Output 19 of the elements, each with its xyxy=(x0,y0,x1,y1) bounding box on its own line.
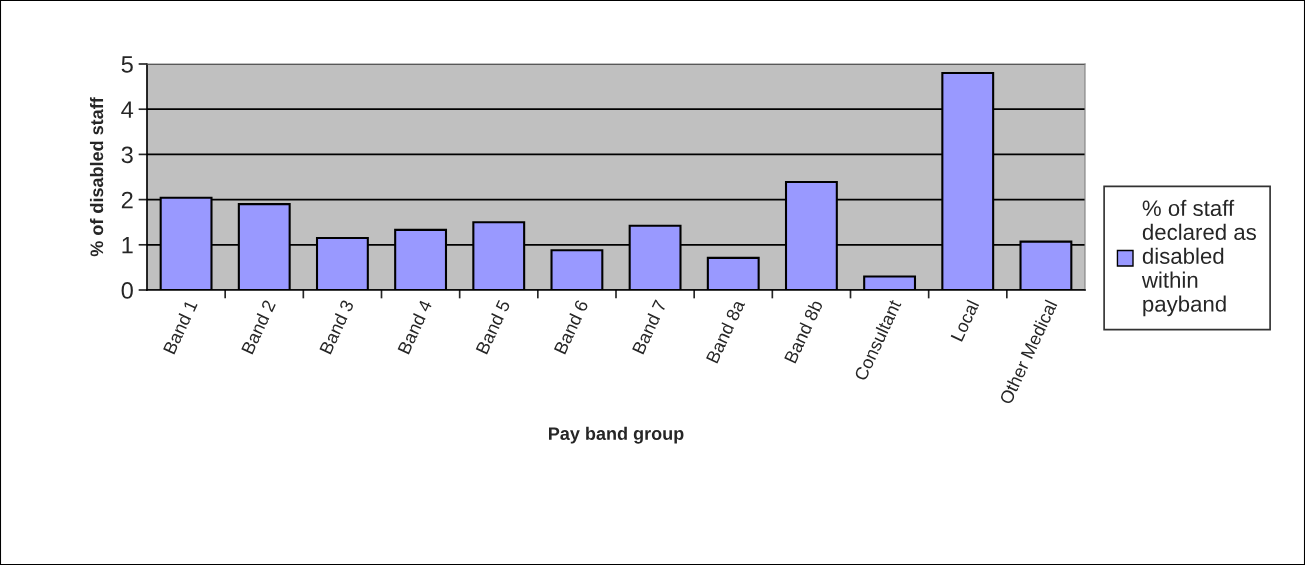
x-tick-label: Band 4 xyxy=(397,298,433,355)
y-tick-label: 3 xyxy=(121,146,133,164)
x-tick-label: Local xyxy=(950,299,980,342)
y-tick-label: 1 xyxy=(122,237,133,254)
y-tick-label: 5 xyxy=(121,56,133,73)
y-tick-label: 2 xyxy=(121,191,133,209)
y-tick-label: 4 xyxy=(121,101,134,118)
y-axis-title: % of disabled staff xyxy=(89,97,104,257)
x-tick-label: Band 6 xyxy=(553,299,589,355)
x-tick-label: Band 8b xyxy=(783,299,824,364)
x-tick-label: Band 5 xyxy=(475,299,511,355)
x-tick-label: Band 7 xyxy=(631,299,667,355)
x-tick-label: Band 2 xyxy=(240,299,276,355)
x-axis-title: Pay band group xyxy=(549,426,684,444)
y-tick-label: 0 xyxy=(121,282,133,299)
legend-label: % of staff declared as disabled within payband xyxy=(1141,199,1256,317)
x-tick-label: Band 1 xyxy=(162,299,198,355)
x-tick-label: Band 3 xyxy=(318,299,355,355)
x-tick-label: Band 8a xyxy=(705,298,746,364)
